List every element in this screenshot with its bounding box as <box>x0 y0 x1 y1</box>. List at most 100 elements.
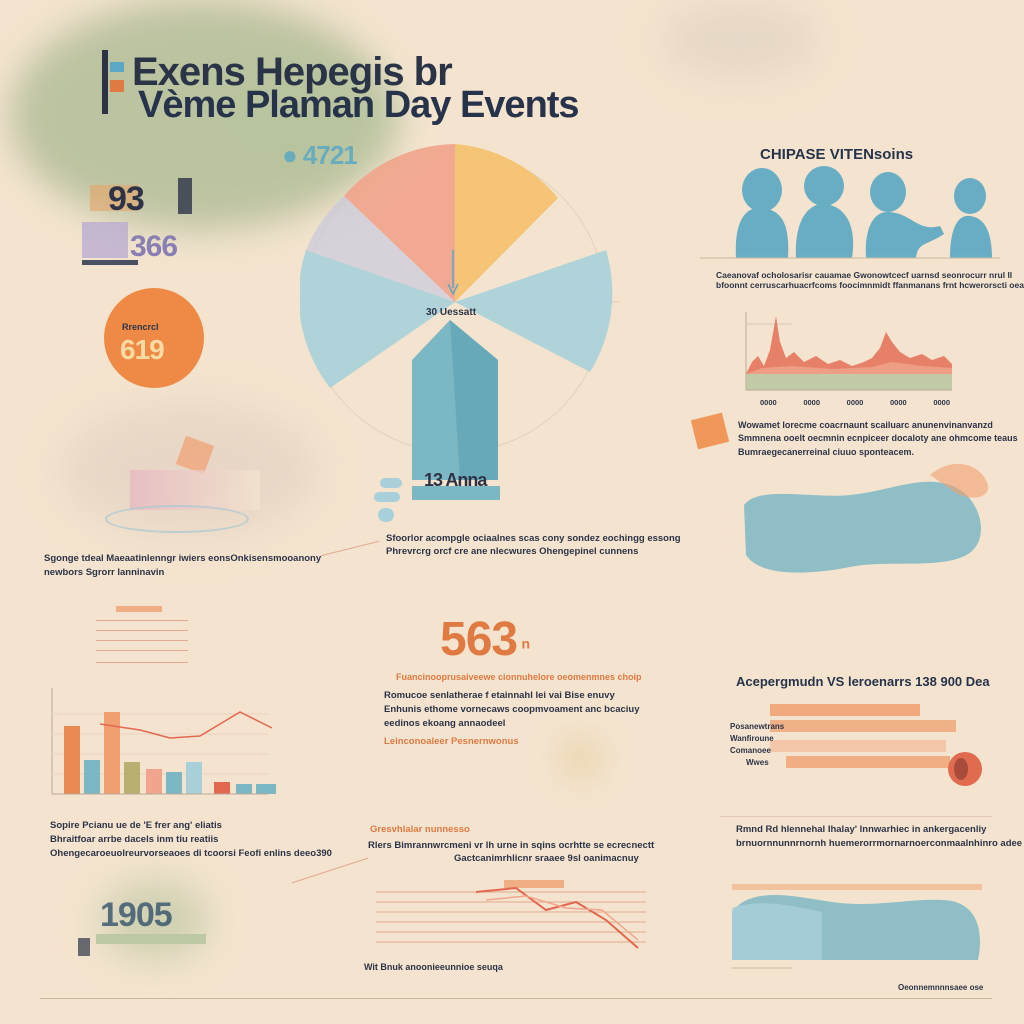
orange-note-marker <box>690 412 730 450</box>
badge-label: Rrencrcl <box>122 322 159 332</box>
hbar-row-label: Posanewtrans <box>730 722 785 731</box>
wheel-center-label: 30 Uessatt <box>426 307 477 318</box>
bottom-rule <box>40 998 992 999</box>
tower-label: 13 Anna <box>424 470 487 490</box>
wheel-segment-teal-left <box>300 250 455 388</box>
bottom-left-mark <box>78 938 90 956</box>
left-caption-line2: newbors Sgrorr lanninavin <box>44 567 165 578</box>
right-note-line3: Bumraegecanerreinal ciuuo sponteacem. <box>738 447 915 457</box>
orange-blob-accent <box>930 463 989 498</box>
hbar-chart: Posanewtrans Wanfiroune Comanoee Wwes <box>730 704 990 786</box>
orange-badge <box>104 288 204 388</box>
bars-caption-line2: Bhraitfoar arrbe dacels inm tiu reatiis <box>50 834 219 845</box>
page-title-line2: Vème Plaman Day Events <box>138 84 580 126</box>
bars-caption-line3: Ohengecaroeuolreurvorseaoes di tcoorsi F… <box>50 848 332 859</box>
right-note-line1: Wowamet lorecme coacrnaunt scailuarc anu… <box>738 420 993 430</box>
mid-bottom-title: Gresvhlalar nunnesso <box>370 824 470 835</box>
bottom-left-bar <box>96 934 206 944</box>
left-ellipse <box>105 505 249 533</box>
bar-chart-bar <box>104 712 120 794</box>
wheel-tower-shade <box>450 320 498 480</box>
mid-bottom-line2: Gactcanimrhlicnr sraaee 9sl oanimacnuy <box>454 853 639 864</box>
page-title-line1: Exens Hepegis br <box>132 50 453 94</box>
right-note-line2: Smmnena ooelt oecmnin ecnpiceer docaloty… <box>738 433 1018 443</box>
tag-number: ● 4721 <box>282 140 358 170</box>
bar-chart-bar <box>256 784 276 794</box>
bg-blob-bottom-left <box>100 880 210 960</box>
teal-area-blob <box>744 463 989 573</box>
area-chart-xlabel: 0000 <box>846 398 864 407</box>
header-glyph-block <box>98 50 128 120</box>
line-chart-highlight <box>504 880 564 888</box>
stat-b-bg <box>82 222 128 258</box>
area-chart-base-band <box>746 374 952 390</box>
hbar-row-label: Comanoee <box>730 746 771 755</box>
bar-chart-bar <box>84 760 100 794</box>
hbar-track <box>770 704 920 716</box>
hbar-track <box>770 720 956 732</box>
left-mini-lines <box>96 606 196 666</box>
radial-wheel <box>300 144 620 480</box>
area-chart-red-area <box>746 316 952 374</box>
big-stat-body-line3: eedinos ekoang annaodeel <box>384 718 506 729</box>
tower-base-bar <box>412 486 500 500</box>
right-bottom-rule <box>720 816 992 817</box>
big-stat-superscript: n <box>521 635 531 652</box>
badge-value: 619 <box>120 334 165 365</box>
person-silhouette-1 <box>735 168 789 258</box>
stat-a-bg <box>90 185 138 211</box>
hbar-row-label: Wanfiroune <box>730 734 774 743</box>
wheel-segment-peach <box>344 144 455 302</box>
bar-chart-bar <box>236 784 252 794</box>
right-bottom-teal-light <box>732 903 822 960</box>
hbar-title: Acepergmudn VS leroenarrs 138 900 Dea <box>736 674 990 689</box>
hbar-end-cap-inner <box>954 758 968 780</box>
left-stripe-box <box>130 470 260 510</box>
wheel-segment-yellow <box>455 144 558 302</box>
people-caption-line1: Caeanovaf ocholosarisr cauamae Gwonowtce… <box>716 270 1013 280</box>
person-silhouette-3 <box>865 172 944 258</box>
wheel-segment-lilac <box>306 196 455 302</box>
big-stat-blob <box>566 744 596 772</box>
person-silhouette-2 <box>795 166 854 258</box>
line-chart-series-2 <box>485 895 639 941</box>
right-bottom-credit: Oeonnemnnnsaee ose <box>898 983 984 992</box>
bar-chart-bar <box>214 782 230 794</box>
mid-bottom-swoosh <box>291 857 369 884</box>
bar-chart-bar <box>186 762 202 794</box>
bar-chart <box>51 688 276 795</box>
hbar-track <box>786 756 950 768</box>
big-stat-value: 563 <box>440 613 518 666</box>
wheel-arrow-head <box>447 283 459 296</box>
teal-blob-shape <box>744 481 981 573</box>
left-caption-line1: Sgonge tdeal Maeaatinlenngr iwiers eonsO… <box>44 553 322 564</box>
stat-a-mark <box>178 178 192 214</box>
area-chart-pink-area <box>746 362 952 374</box>
area-chart <box>745 312 952 391</box>
line-chart-grid <box>376 891 646 943</box>
bar-chart-bar <box>146 769 162 794</box>
mid-bottom-line1: Rlers Bimrannwrcmeni vr lh urne in sqins… <box>368 840 655 851</box>
mid-bottom-footer: Wit Bnuk anoonieeunnioe seuqa <box>364 962 503 972</box>
tower-base-steps <box>372 478 412 524</box>
bars-caption-line1: Sopire Pcianu ue de 'E frer ang' eliatis <box>50 820 222 831</box>
people-silhouettes <box>700 166 1000 259</box>
area-chart-xlabels: 0000 0000 0000 0000 0000 <box>760 398 950 408</box>
big-stat-subtitle: Fuancinooprusaiveewe cionnuhelore oeomen… <box>396 672 642 682</box>
center-caption-swoosh <box>320 540 380 557</box>
area-chart-xlabel: 0000 <box>760 398 777 407</box>
people-caption-line2: bfoonnt cerruscarhuacrfcoms foocimnmidt … <box>716 280 1024 290</box>
bg-blob-grey <box>660 0 820 80</box>
area-chart-xlabel: 0000 <box>803 398 821 407</box>
people-title: CHIPASE VITENsoins <box>760 146 914 163</box>
right-bottom-area <box>732 884 982 969</box>
bottom-left-value: 1905 <box>100 896 173 934</box>
bg-blob-sage-2 <box>200 60 400 180</box>
big-stat-link[interactable]: Leinconoaleer Pesnernwonus <box>384 736 519 747</box>
center-caption-line1: Sfoorlor acompgle ociaalnes scas cony so… <box>386 533 681 544</box>
big-stat-body-line2: Enhunis ethome vornecaws coopmvoament an… <box>384 704 640 715</box>
line-chart <box>376 880 646 949</box>
stat-b-underline <box>82 260 138 265</box>
area-chart-xlabel: 0000 <box>889 398 907 407</box>
stat-b-value: 366 <box>130 230 178 263</box>
